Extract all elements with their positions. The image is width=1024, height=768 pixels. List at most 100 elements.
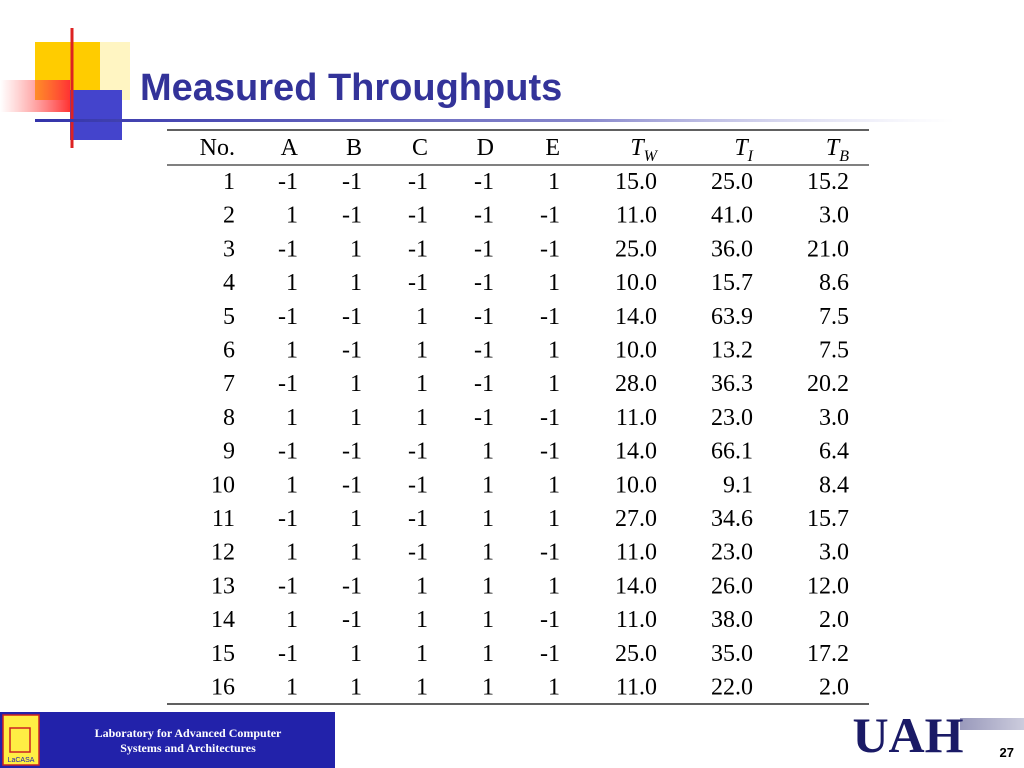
table-cell: -1 <box>342 338 362 364</box>
table-cell: 7 <box>223 371 235 397</box>
table-cell: -1 <box>408 236 428 262</box>
uah-logo: UAH <box>852 707 963 763</box>
table-cell: -1 <box>278 169 298 195</box>
header-symbol: T <box>630 135 645 161</box>
table-cell: 1 <box>482 641 494 667</box>
header-cell: TB <box>826 135 849 165</box>
table-cell: 10.0 <box>615 338 657 364</box>
table-cell: -1 <box>342 439 362 465</box>
header-symbol: T <box>734 135 749 161</box>
table-cell: 1 <box>482 506 494 532</box>
lab-logo-icon <box>9 727 31 753</box>
header-cell: C <box>412 135 428 161</box>
table-cell: 1 <box>548 506 560 532</box>
table-cell: 41.0 <box>711 203 753 229</box>
table-cell: 25.0 <box>615 641 657 667</box>
table-cell: 1 <box>548 270 560 296</box>
table-cell: 1 <box>286 270 298 296</box>
uah-bar <box>960 718 1024 730</box>
blue-line <box>35 119 955 122</box>
table-cell: 1 <box>286 338 298 364</box>
table-cell: -1 <box>474 338 494 364</box>
table-cell: -1 <box>540 607 560 633</box>
table-cell: -1 <box>474 236 494 262</box>
table-cell: 66.1 <box>711 439 753 465</box>
table-cell: 11.0 <box>616 607 657 633</box>
table-cell: 34.6 <box>711 506 753 532</box>
table-cell: -1 <box>278 439 298 465</box>
table-cell: 9 <box>223 439 235 465</box>
lab-name-line1: Laboratory for Advanced Computer <box>95 726 282 740</box>
table-cell: -1 <box>342 304 362 330</box>
header-cell: No. <box>200 135 235 161</box>
table-cell: -1 <box>408 506 428 532</box>
table-cell: -1 <box>408 472 428 498</box>
header-subscript: I <box>747 148 754 165</box>
table-cell: 14.0 <box>615 573 657 599</box>
table-cell: -1 <box>474 203 494 229</box>
table-cell: -1 <box>540 439 560 465</box>
table-cell: -1 <box>278 641 298 667</box>
footer: LaCASA Laboratory for Advanced Computer … <box>0 707 1024 768</box>
table-cell: 1 <box>482 573 494 599</box>
table-cell: -1 <box>540 304 560 330</box>
table-cell: 21.0 <box>807 236 849 262</box>
header-cell: D <box>477 135 494 161</box>
table-cell: 1 <box>286 203 298 229</box>
table-cell: -1 <box>342 573 362 599</box>
table-cell: 1 <box>482 540 494 566</box>
lab-logo-text: LaCASA <box>8 757 35 764</box>
table-cell: 11.0 <box>616 540 657 566</box>
table-cell: 8 <box>223 405 235 431</box>
table-cell: 63.9 <box>711 304 753 330</box>
table-cell: -1 <box>408 169 428 195</box>
table-cell: 4 <box>223 270 235 296</box>
table-cell: 38.0 <box>711 607 753 633</box>
table: No. A B C D E TW TI TB1 -1 -1 -1 -1 1 15.0 25.0 15.22 1 -1… <box>167 129 869 705</box>
table-cell: 1 <box>350 270 362 296</box>
lab-name-line2: Systems and Architectures <box>120 741 256 755</box>
table-cell: 2.0 <box>819 607 849 633</box>
table-cell: 28.0 <box>615 371 657 397</box>
table-cell: 1 <box>416 338 428 364</box>
table-cell: -1 <box>540 641 560 667</box>
table-cell: -1 <box>278 371 298 397</box>
table-cell: 3.0 <box>819 405 849 431</box>
table-cell: 25.0 <box>615 236 657 262</box>
table-cell: 7.5 <box>819 338 849 364</box>
table-cell: 1 <box>286 405 298 431</box>
table-cell: 11 <box>212 506 235 532</box>
table-cell: 1 <box>286 607 298 633</box>
table-cell: -1 <box>474 304 494 330</box>
table-cell: 3.0 <box>819 540 849 566</box>
page-number: 27 <box>1000 745 1014 760</box>
table-cell: -1 <box>342 472 362 498</box>
table-cell: 6.4 <box>819 439 849 465</box>
header-cell: B <box>346 135 362 161</box>
table-cell: 6 <box>223 338 235 364</box>
header-cell: TI <box>734 135 753 165</box>
header-cell: TW <box>630 135 658 165</box>
table-cell: 1 <box>416 304 428 330</box>
table-cell: 1 <box>482 607 494 633</box>
table-cell: 1 <box>482 439 494 465</box>
table-cell: -1 <box>408 203 428 229</box>
table-cell: -1 <box>342 169 362 195</box>
table-cell: 9.1 <box>723 472 753 498</box>
table-cell: 27.0 <box>615 506 657 532</box>
table-cell: 1 <box>548 675 560 701</box>
table-cell: 8.4 <box>819 472 849 498</box>
table-cell: 36.3 <box>711 371 753 397</box>
table-cell: 1 <box>482 472 494 498</box>
table-cell: 5 <box>223 304 235 330</box>
table-cell: -1 <box>540 203 560 229</box>
table-cell: 2.0 <box>819 675 849 701</box>
table-cell: 23.0 <box>711 540 753 566</box>
table-cell: 1 <box>416 607 428 633</box>
table-cell: -1 <box>540 405 560 431</box>
table-cell: 25.0 <box>711 169 753 195</box>
table-cell: 15.7 <box>711 270 753 296</box>
table-cell: 20.2 <box>807 371 849 397</box>
table-cell: 1 <box>223 169 235 195</box>
